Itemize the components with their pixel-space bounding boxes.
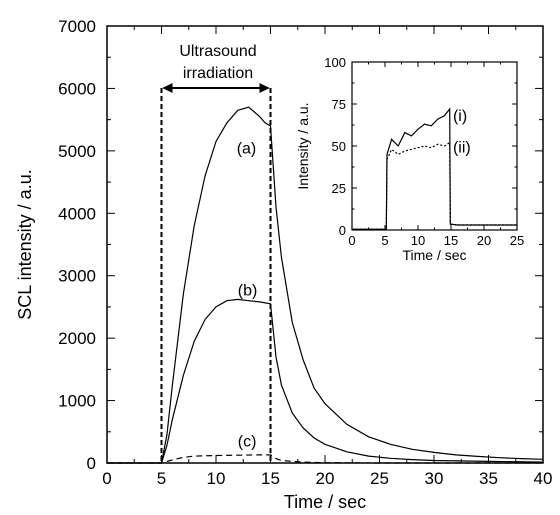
inset-chart: 0 5 10 15 20 25 0 25 50 75 100 (i) (ii) Time / sec… bbox=[295, 55, 524, 263]
y-tick-label: 4000 bbox=[58, 204, 96, 223]
y-tick-label: 0 bbox=[339, 223, 346, 238]
series-line-1 bbox=[352, 107, 517, 230]
x-tick-label: 35 bbox=[479, 469, 498, 488]
main-chart: 0 5 10 15 20 25 30 35 40010002000300040005000600… bbox=[15, 17, 552, 512]
y-tick-label: 1000 bbox=[58, 392, 96, 411]
inset-series-label-ii: (ii) bbox=[453, 140, 471, 157]
series-label-c: (c) bbox=[238, 434, 257, 451]
y-tick-label: 3000 bbox=[58, 267, 96, 286]
x-tick-label: 20 bbox=[316, 469, 335, 488]
annotation-irradiation: irradiation bbox=[183, 65, 253, 82]
main-annotations: Ultrasound irradiation (a) (b) (c) bbox=[179, 43, 257, 451]
series-label-b: (b) bbox=[238, 282, 258, 299]
y-tick-label: 100 bbox=[324, 55, 346, 70]
y-tick-label: 75 bbox=[332, 97, 346, 112]
x-tick-label: 30 bbox=[425, 469, 444, 488]
x-tick-label: 25 bbox=[510, 233, 524, 248]
x-tick-label: 40 bbox=[534, 469, 553, 488]
annotation-ultrasound: Ultrasound bbox=[179, 43, 256, 60]
inset-x-axis-label: Time / sec bbox=[402, 247, 466, 263]
y-tick-label: 7000 bbox=[58, 17, 96, 36]
inset-ticks: 0 5 10 15 20 25 0 25 50 75 100 bbox=[324, 55, 524, 248]
x-tick-label: 5 bbox=[157, 469, 166, 488]
y-tick-label: 0 bbox=[87, 454, 96, 473]
series-line-1 bbox=[107, 106, 544, 464]
x-tick-label: 10 bbox=[411, 233, 425, 248]
x-tick-label: 0 bbox=[102, 469, 111, 488]
x-tick-label: 20 bbox=[477, 233, 491, 248]
irradiation-arrow-right-head bbox=[259, 83, 270, 93]
x-tick-label: 15 bbox=[261, 469, 280, 488]
y-tick-label: 25 bbox=[332, 181, 346, 196]
series-line-2 bbox=[352, 141, 517, 230]
y-tick-label: 2000 bbox=[58, 329, 96, 348]
main-y-axis-label: SCL intensity / a.u. bbox=[15, 169, 35, 319]
x-tick-label: 15 bbox=[444, 233, 458, 248]
x-tick-label: 5 bbox=[381, 233, 388, 248]
x-tick-label: 25 bbox=[370, 469, 389, 488]
series-line-2 bbox=[107, 298, 544, 464]
irradiation-markers bbox=[160, 83, 272, 463]
y-tick-label: 5000 bbox=[58, 142, 96, 161]
main-ticks: 0 5 10 15 20 25 30 35 40010002000300040005000600… bbox=[58, 17, 552, 488]
irradiation-arrow-left-head bbox=[162, 83, 173, 93]
y-tick-label: 50 bbox=[332, 139, 346, 154]
main-curves bbox=[107, 106, 544, 464]
inset-curves bbox=[352, 107, 517, 230]
inset-y-axis-label: Intensity / a.u. bbox=[295, 102, 311, 189]
y-tick-label: 6000 bbox=[58, 79, 96, 98]
main-x-axis-label: Time / sec bbox=[284, 492, 366, 512]
series-label-a: (a) bbox=[237, 141, 257, 158]
inset-series-label-i: (i) bbox=[453, 108, 467, 125]
x-tick-label: 10 bbox=[207, 469, 226, 488]
x-tick-label: 0 bbox=[348, 233, 355, 248]
